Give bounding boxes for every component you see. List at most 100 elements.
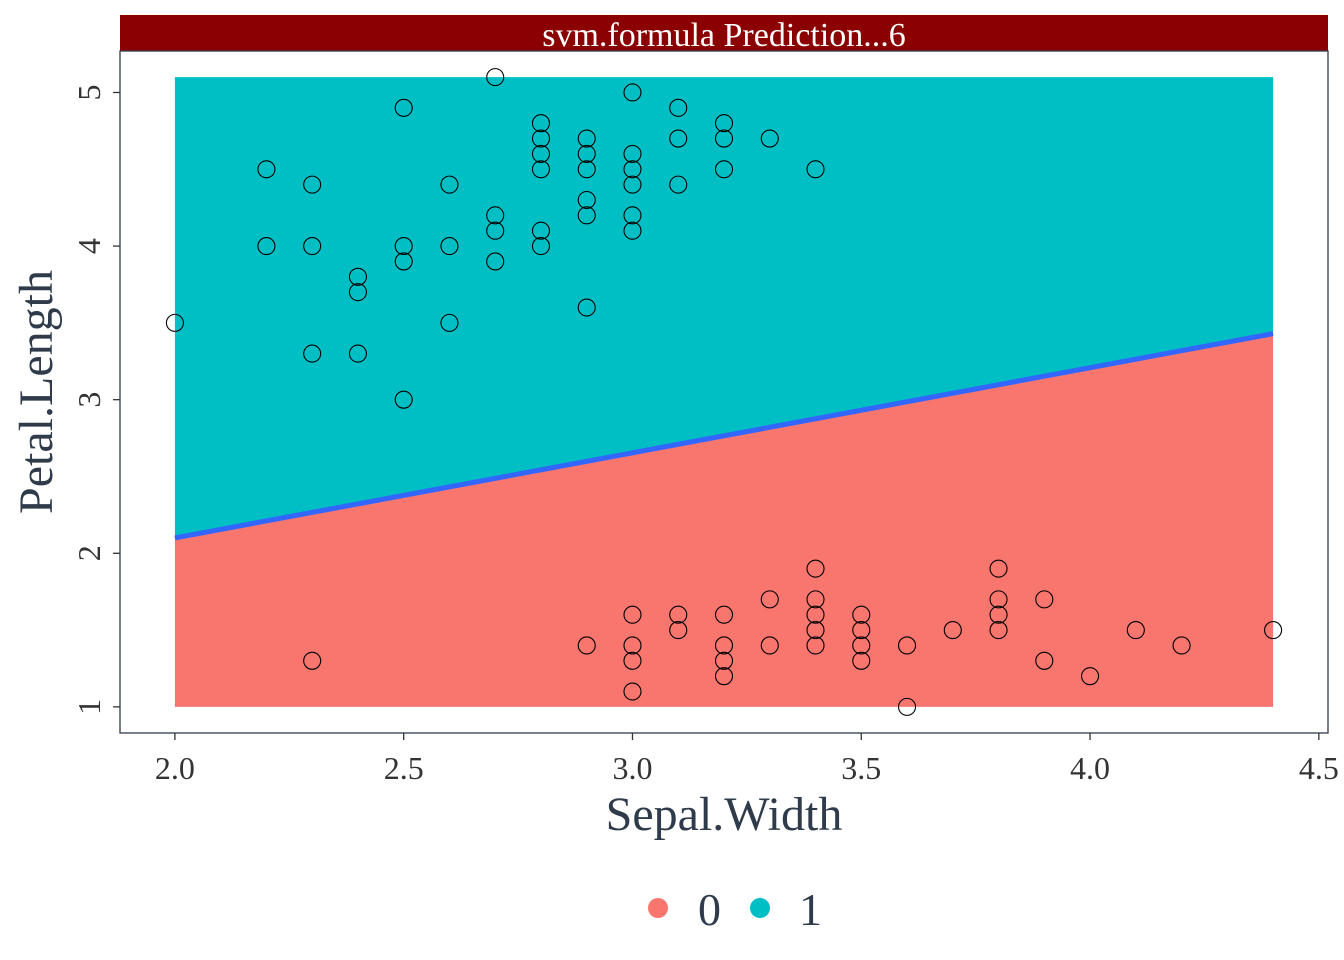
y-tick-label: 4 [71,238,107,254]
x-tick-label: 4.0 [1070,750,1110,786]
data-point [714,651,734,670]
data-point [1172,636,1191,655]
data-point [303,651,322,670]
facet-strip [120,15,1328,51]
plot-panel-border [119,50,1329,734]
data-point [531,144,551,163]
data-point [1035,651,1054,670]
y-tick-label: 1 [71,699,107,715]
data-point [1264,621,1283,640]
chart-title: svm.formula Prediction...6 [542,17,906,54]
data-point [165,313,184,332]
data-point [348,283,367,302]
data-point [989,605,1008,624]
data-point [1035,590,1054,609]
data-point [714,605,734,624]
x-tick-label: 2.0 [155,750,195,786]
x-tick-label: 4.5 [1299,750,1339,786]
data-point [1081,667,1100,686]
data-point [394,237,413,256]
data-point [531,237,551,256]
data-point [669,98,688,117]
data-point [623,221,642,240]
data-point [531,160,551,179]
decision-boundary-line [174,331,1274,541]
data-point [806,636,825,655]
data-point [348,267,367,286]
data-point [577,160,596,179]
data-point [760,129,779,148]
data-point [394,390,413,409]
data-point [394,98,413,117]
data-point [577,636,596,655]
data-point [806,605,825,624]
data-point [623,144,642,163]
data-point [577,144,596,163]
data-point [897,636,917,655]
legend-swatch-1 [750,898,770,918]
data-point [623,636,642,655]
data-point [486,221,505,240]
data-point [348,344,367,363]
data-point [806,160,825,179]
data-point [989,590,1008,609]
data-point [989,559,1008,578]
y-tick-label: 3 [71,392,107,408]
legend: 0 1 [648,884,822,935]
data-point [623,175,642,194]
data-point [531,114,551,133]
legend-swatch-0 [648,898,668,918]
data-point [714,114,734,133]
y-tick-label: 2 [71,545,107,561]
data-point [577,206,596,225]
observation-points [165,68,1283,716]
data-point [623,651,642,670]
data-point [989,621,1008,640]
data-point [394,252,413,271]
data-point [440,237,459,256]
x-tick-label: 2.5 [384,750,424,786]
data-point [486,206,505,225]
data-point [577,129,596,148]
data-point [852,636,871,655]
data-point [623,206,642,225]
data-point [714,636,734,655]
x-axis-ticks: 2.0 2.5 3.0 3.5 4.0 4.5 [155,733,1339,786]
data-point [531,221,551,240]
y-axis-ticks: 1 2 3 4 5 [71,84,120,715]
x-tick-label: 3.5 [841,750,881,786]
y-axis-title: Petal.Length [10,270,63,514]
x-tick-label: 3.0 [612,750,652,786]
data-point [669,175,688,194]
data-point [806,590,825,609]
data-point [531,129,551,148]
prediction-region-class-0 [174,333,1274,707]
prediction-region-class-1 [174,77,1274,538]
data-point [669,129,688,148]
data-point [760,636,779,655]
data-point [486,68,505,87]
data-point [303,237,322,256]
data-point [486,252,505,271]
data-point [623,83,642,102]
x-axis-title: Sepal.Width [606,788,843,841]
data-point [623,160,642,179]
data-point [257,237,276,256]
data-point [714,667,734,686]
data-point [806,621,825,640]
data-point [943,621,962,640]
data-point [852,651,871,670]
data-point [852,605,871,624]
data-point [440,313,459,332]
data-point [623,605,642,624]
data-point [577,190,596,210]
legend-label-1: 1 [799,884,822,935]
data-point [714,129,734,148]
data-point [623,682,642,701]
data-point [760,590,779,609]
data-point [440,175,459,194]
data-point [669,605,688,624]
data-point [577,298,596,317]
legend-label-0: 0 [698,884,721,935]
